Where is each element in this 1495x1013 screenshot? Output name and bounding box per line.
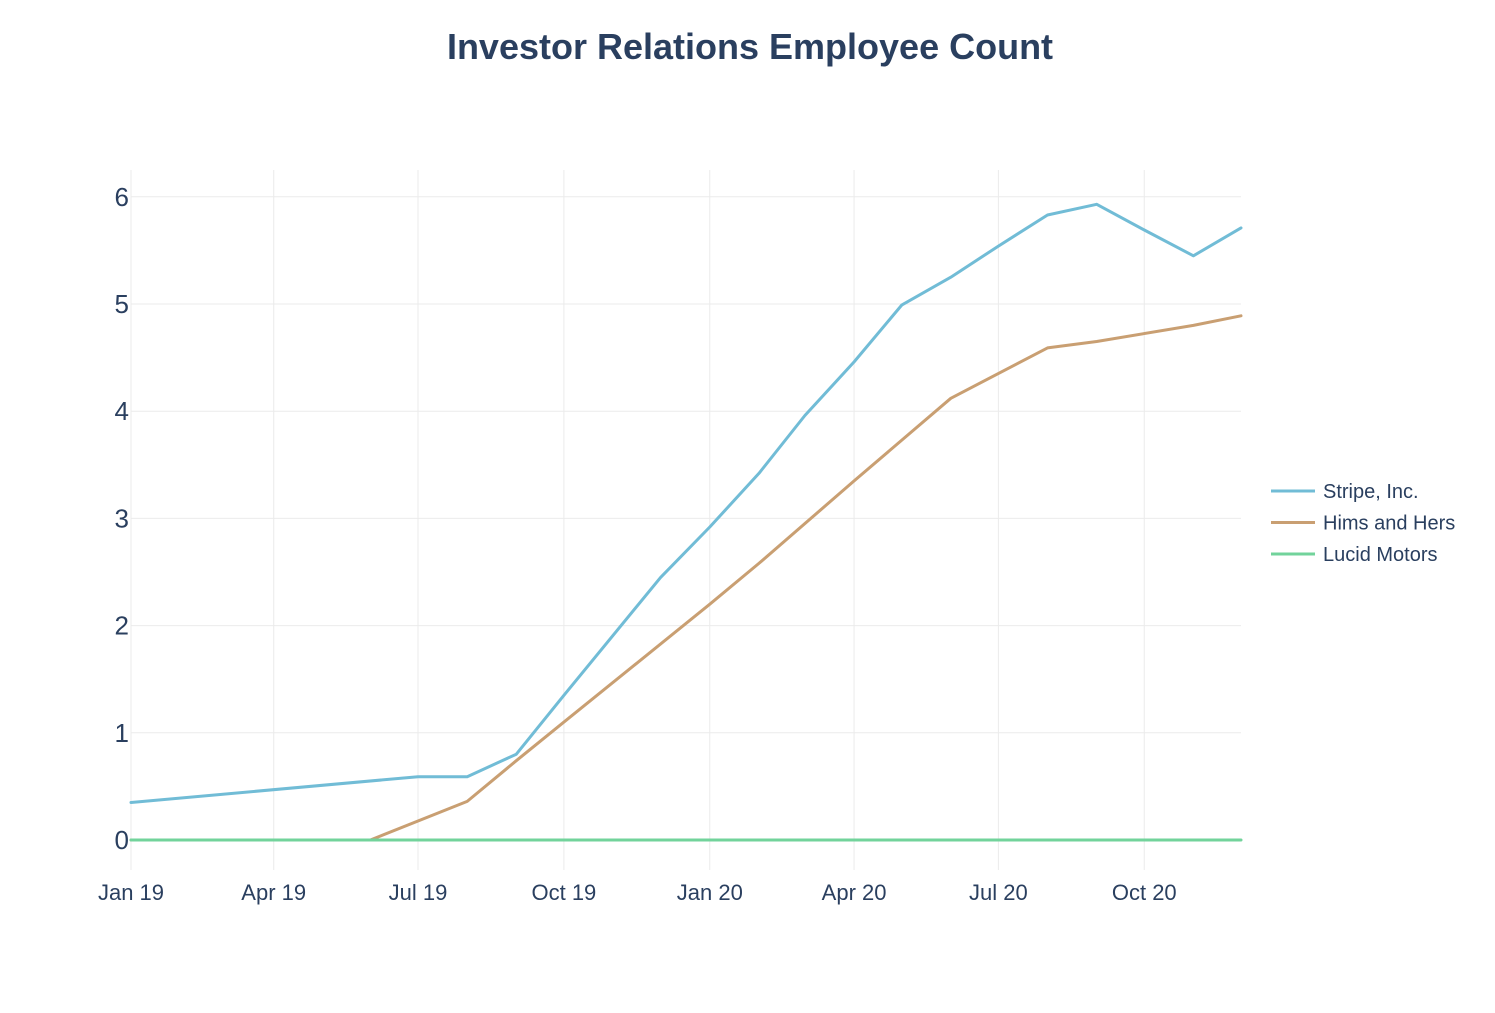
y-tick-label: 3: [115, 503, 129, 533]
legend-item[interactable]: Lucid Motors: [1271, 544, 1438, 566]
legend-label: Stripe, Inc.: [1323, 481, 1419, 503]
x-tick-label: Jul 20: [969, 880, 1028, 905]
y-tick-label: 1: [115, 718, 129, 748]
x-tick-label: Apr 20: [822, 880, 887, 905]
x-tick-label: Jul 19: [389, 880, 448, 905]
legend-item[interactable]: Hims and Hers: [1271, 513, 1455, 535]
chart-title: Investor Relations Employee Count: [446, 26, 1054, 67]
x-tick-label: Jan 20: [677, 880, 743, 905]
grid-lines: [130, 170, 1241, 870]
x-tick-label: Oct 20: [1112, 880, 1177, 905]
x-axis-ticks: Jan 19 Apr 19 Jul 19 Oct 19 Jan 20 Apr 20 Jul …: [98, 880, 1177, 905]
series-line-hims-and-hers[interactable]: [129, 314, 1243, 842]
y-axis-ticks: 0 1 2 3 4 5 6: [115, 182, 129, 855]
y-tick-label: 2: [115, 611, 129, 641]
y-tick-label: 4: [115, 396, 129, 426]
x-tick-label: Apr 19: [241, 880, 306, 905]
series-line-stripe-inc[interactable]: [129, 202, 1243, 804]
series-lines: [129, 202, 1243, 842]
legend-label: Hims and Hers: [1323, 513, 1455, 535]
legend-label: Lucid Motors: [1323, 544, 1438, 566]
x-tick-label: Oct 19: [531, 880, 596, 905]
y-tick-label: 5: [115, 289, 129, 319]
x-tick-label: Jan 19: [98, 880, 164, 905]
legend-item[interactable]: Stripe, Inc.: [1271, 481, 1419, 503]
y-tick-label: 6: [115, 182, 129, 212]
legend[interactable]: Stripe, Inc. Hims and Hers Lucid Motors: [1271, 481, 1455, 566]
y-tick-label: 0: [115, 825, 129, 855]
